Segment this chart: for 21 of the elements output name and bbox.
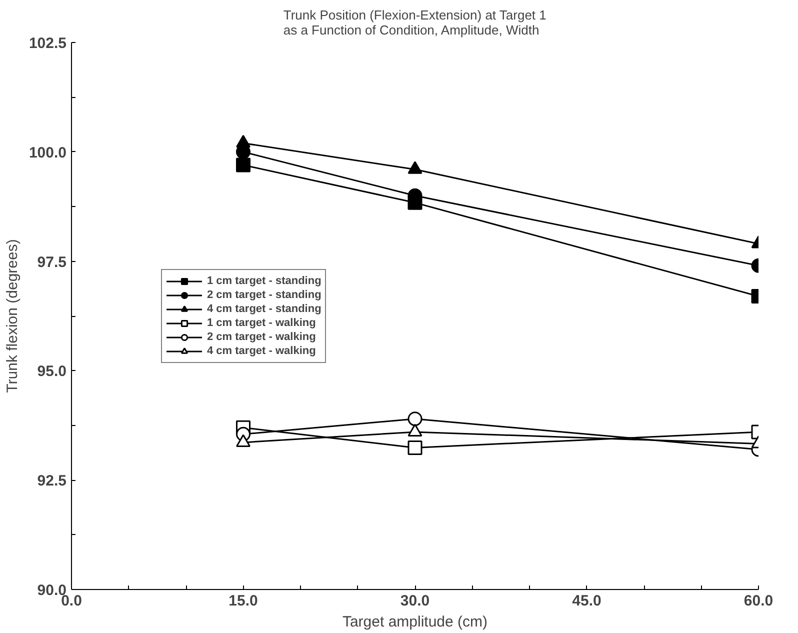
x-tick-label: 45.0 bbox=[572, 592, 602, 610]
x-tick-label: 30.0 bbox=[400, 592, 430, 610]
point bbox=[408, 440, 422, 455]
x-tick-label: 15.0 bbox=[228, 592, 258, 610]
legend-label: 2 cm target - walking bbox=[207, 330, 316, 344]
legend-label: 1 cm target - walking bbox=[207, 316, 316, 330]
x-axis-title: Target amplitude (cm) bbox=[342, 614, 488, 630]
point bbox=[236, 158, 250, 172]
y-tick-label: 95.0 bbox=[37, 363, 67, 380]
y-tick-label: 97.5 bbox=[37, 254, 67, 271]
y-tick-label: 100.0 bbox=[28, 144, 67, 162]
legend-label: 4 cm target - walking bbox=[207, 344, 316, 358]
legend-label: 2 cm target - standing bbox=[207, 288, 322, 302]
point bbox=[408, 412, 422, 426]
x-tick-label: 60.0 bbox=[744, 592, 774, 610]
y-axis-title: Trunk flexion (degrees) bbox=[4, 239, 21, 393]
y-tick-label: 102.5 bbox=[28, 35, 67, 52]
legend-label: 1 cm target - standing bbox=[207, 274, 322, 288]
chart-title: Trunk Position (Flexion-Extension) at Target 1 as a Function of Condition, Amplitude, Width bbox=[283, 8, 546, 38]
y-tick-label: 92.5 bbox=[37, 472, 67, 490]
legend-label: 4 cm target - standing bbox=[207, 302, 322, 316]
